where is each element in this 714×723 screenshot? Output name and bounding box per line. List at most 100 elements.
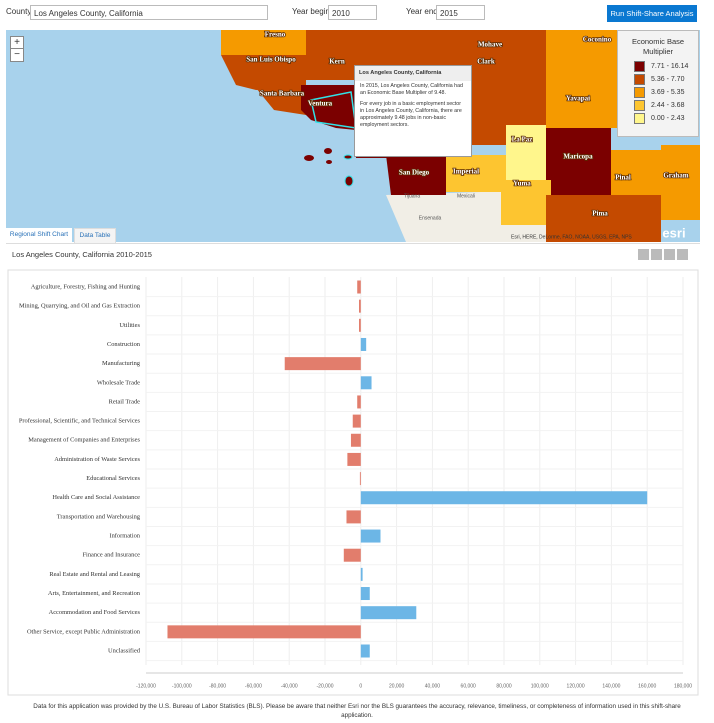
bar: [360, 376, 372, 390]
zoom-out[interactable]: −: [14, 49, 20, 60]
legend-label: 7.71 - 16.14: [651, 62, 689, 70]
y-tick-label: Utilities: [119, 322, 140, 329]
bar: [359, 318, 361, 332]
popup-title: Los Angeles County, California: [355, 66, 471, 81]
x-tick-label: 60,000: [461, 683, 477, 689]
bar: [357, 395, 361, 409]
legend-label: 3.69 - 5.35: [651, 88, 685, 96]
y-tick-label: Real Estate and Rental and Leasing: [49, 571, 140, 578]
share-facebook[interactable]: [651, 249, 662, 260]
year-end-select[interactable]: 2015: [436, 5, 485, 20]
x-tick-label: -80,000: [209, 683, 226, 689]
legend: Economic Base Multiplier 7.71 - 16.14 5.3…: [617, 30, 699, 137]
x-tick-label: -120,000: [136, 683, 156, 689]
y-tick-label: Administration of Waste Services: [54, 456, 140, 463]
bar: [352, 414, 361, 428]
legend-title: Economic Base Multiplier: [631, 37, 685, 56]
divider: [6, 243, 700, 244]
legend-swatch: [634, 60, 645, 72]
x-tick-label: 120,000: [567, 683, 585, 689]
legend-item: 5.36 - 7.70: [634, 73, 698, 85]
popup: Los Angeles County, California In 2015, …: [354, 65, 472, 157]
tab-active[interactable]: Regional Shift Chart: [6, 228, 72, 242]
bar: [360, 606, 417, 620]
legend-label: 0.00 - 2.43: [651, 114, 685, 122]
bar: [360, 567, 363, 581]
x-tick-label: 0: [359, 683, 362, 689]
year-begin-label: Year begin: [292, 7, 330, 16]
legend-swatch: [634, 112, 645, 124]
map-label: Ventura: [308, 100, 333, 108]
bar: [359, 299, 361, 313]
map-label: Yuma: [513, 180, 531, 188]
zoom-control: + −: [10, 36, 24, 62]
y-tick-label: Retail Trade: [109, 398, 141, 405]
map: Fresno Kern San Luis Obispo Santa BarbaraVe…: [6, 30, 700, 242]
y-tick-label: Management of Companies and Enterprises: [28, 437, 140, 444]
x-tick-label: -100,000: [172, 683, 192, 689]
bar: [360, 529, 381, 543]
y-tick-label: Unclassified: [108, 647, 141, 654]
map-label: San Luis Obispo: [246, 56, 296, 64]
bar: [360, 491, 648, 505]
legend-item: 7.71 - 16.14: [634, 60, 698, 72]
map-label: Kern: [329, 58, 345, 66]
map-label: Yavapai: [566, 95, 590, 103]
county-input[interactable]: Los Angeles County, California: [30, 5, 268, 20]
footer: Data for this application was provided b…: [33, 703, 681, 719]
y-tick-label: Arts, Entertainment, and Recreation: [48, 590, 141, 597]
bar: [360, 337, 367, 351]
y-tick-label: Health Care and Social Assistance: [52, 494, 140, 501]
map-label: Mohave: [478, 41, 502, 49]
map-label: Maricopa: [563, 153, 593, 161]
y-tick-label: Wholesale Trade: [97, 379, 140, 386]
map-label: San Diego: [399, 169, 430, 177]
share-email[interactable]: [677, 249, 688, 260]
chart-title: Los Angeles County, California 2010-2015: [12, 250, 152, 259]
chart: -120,000 -100,000 -80,000 -60,000 -40,000 -20…: [7, 269, 699, 696]
zoom-in[interactable]: +: [11, 37, 23, 49]
bar: [359, 472, 361, 486]
x-tick-label: 100,000: [531, 683, 549, 689]
map-label: Pinal: [615, 174, 631, 182]
x-tick-label: -60,000: [245, 683, 262, 689]
map-label: Clark: [477, 58, 495, 66]
map-label: Mexicali: [457, 193, 475, 199]
y-tick-label: Information: [109, 533, 140, 540]
share-google[interactable]: [664, 249, 675, 260]
y-tick-label: Mining, Quarrying, and Oil and Gas Extra…: [19, 303, 141, 310]
bar: [346, 510, 361, 524]
y-tick-label: Educational Services: [86, 475, 140, 482]
popup-text: For every job in a basic employment sect…: [360, 101, 462, 128]
bar: [167, 625, 361, 639]
share-icons: [638, 249, 688, 262]
tab[interactable]: Data Table: [74, 228, 116, 244]
bar: [360, 644, 370, 658]
legend-swatch: [634, 86, 645, 98]
year-begin-select[interactable]: 2010: [328, 5, 377, 20]
x-tick-label: 140,000: [602, 683, 620, 689]
legend-item: 2.44 - 3.68: [634, 99, 698, 111]
run-button[interactable]: Run Shift-Share Analysis: [607, 5, 697, 22]
y-tick-label: Construction: [107, 341, 141, 348]
map-label: Pima: [592, 210, 608, 218]
year-end-label: Year end: [406, 7, 438, 16]
popup-text: In 2015, Los Angeles County, California …: [360, 83, 463, 96]
y-tick-label: Transportation and Warehousing: [57, 513, 141, 520]
legend-label: 5.36 - 7.70: [651, 75, 685, 83]
legend-swatch: [634, 99, 645, 111]
county-label: County: [6, 7, 32, 16]
x-tick-label: 40,000: [425, 683, 441, 689]
bar: [343, 548, 361, 562]
map-label: La Paz: [512, 136, 533, 144]
esri-logo: esri: [662, 225, 685, 240]
y-tick-label: Other Service, except Public Administrat…: [27, 628, 141, 635]
bar: [347, 452, 361, 466]
share-twitter[interactable]: [638, 249, 649, 260]
map-label: Graham: [663, 172, 688, 180]
map-label: Santa Barbara: [260, 90, 305, 98]
legend-item: 3.69 - 5.35: [634, 86, 698, 98]
x-tick-label: 80,000: [496, 683, 512, 689]
map-label: Imperial: [453, 168, 479, 176]
